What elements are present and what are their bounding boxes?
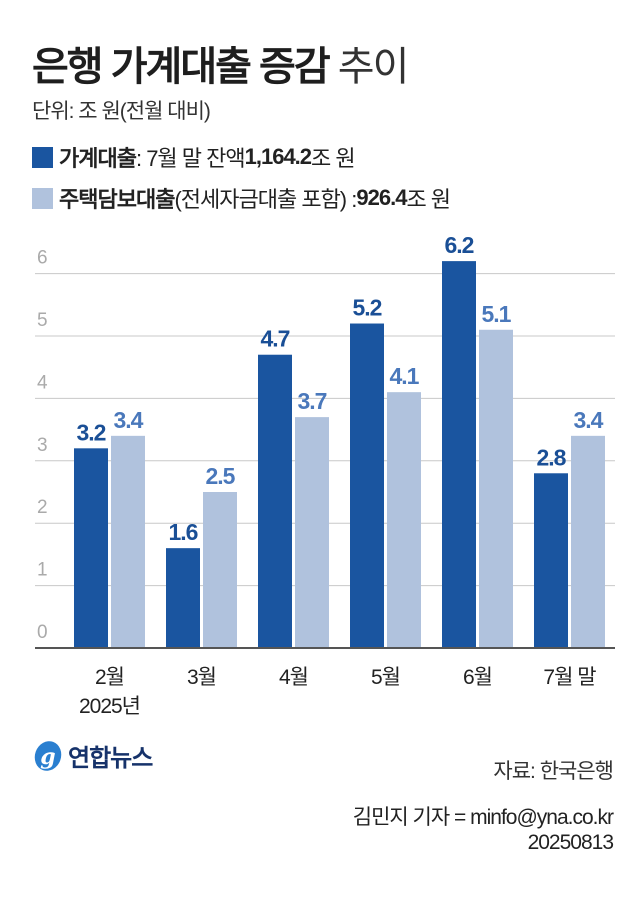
legend-suffix: 조 원 [311,146,356,171]
legend-value: 1,164.2 [244,144,312,169]
x-tick-label: 4월 [279,666,308,689]
bar-value-label: 3.4 [114,407,144,433]
legend-item-mortgage-loans: 주택담보대출 (전세자금대출 포함) : 926.4 조 원 [32,182,451,214]
credit: 김민지 기자 = minfo@yna.co.kr 20250813 [352,805,614,855]
bar-value-label: 4.7 [261,326,290,352]
bar-value-label: 6.2 [445,232,474,258]
bar-value-label: 5.1 [482,301,512,327]
y-tick-label: 0 [37,622,48,643]
unit-label: 단위: 조 원(전월 대비) [32,100,211,123]
legend-item-household-loans: 가계대출 : 7월 말 잔액 1,164.2 조 원 [32,141,356,173]
bar [258,354,292,648]
yonhap-logo: g 연합뉴스 [32,738,153,773]
x-tick-label: 3월 [187,666,216,689]
bar-value-label: 5.2 [353,295,382,321]
bar-value-label: 1.6 [169,519,198,545]
x-tick-label: 7월 말 [543,666,596,689]
y-tick-label: 2 [37,497,48,518]
x-tick-label: 5월 [371,666,400,689]
chart-title: 은행 가계대출 증감 추이 [32,34,410,92]
x-tick-sublabel: 2025년 [79,695,140,718]
bar-value-label: 3.4 [574,407,604,433]
bar [166,548,200,648]
bar [203,492,237,648]
bar-value-label: 3.2 [77,419,106,445]
title-bold: 은행 가계대출 증감 [32,45,331,89]
legend-name: 가계대출 [59,146,137,171]
legend-swatch-light [32,187,53,209]
title-light: 추이 [337,45,410,89]
legend-suffix: 조 원 [406,187,451,212]
yonhap-logo-icon: g [34,740,62,771]
svg-text:g: g [40,744,55,770]
logo-text: 연합뉴스 [68,745,153,772]
bar [534,473,568,648]
y-tick-label: 6 [37,248,48,269]
date-line: 20250813 [527,831,614,854]
legend-value: 926.4 [356,185,407,210]
y-tick-label: 4 [37,372,48,393]
x-tick-label: 6월 [463,666,492,689]
bar [442,261,476,648]
bar [111,435,145,648]
bar [350,323,384,648]
bar [387,392,421,648]
bar [479,329,513,648]
bar-value-label: 2.8 [537,444,567,470]
legend-swatch-dark [32,146,53,168]
bar [571,435,605,648]
legend-name: 주택담보대출 [59,187,175,212]
bar-value-label: 3.7 [298,388,327,414]
bar [74,448,108,648]
legend-desc: (전세자금대출 포함) : [174,187,357,212]
reporter-line: 김민지 기자 = minfo@yna.co.kr [352,806,614,829]
bar-value-label: 2.5 [206,463,236,489]
x-tick-label: 2월 [95,666,124,689]
bar [295,417,329,648]
bar-value-label: 4.1 [390,363,420,389]
legend-desc: : 7월 말 잔액 [135,146,246,171]
source-label: 자료: 한국은행 [493,760,614,783]
y-tick-label: 3 [37,435,48,456]
y-tick-label: 5 [37,310,48,331]
y-tick-label: 1 [37,560,48,581]
